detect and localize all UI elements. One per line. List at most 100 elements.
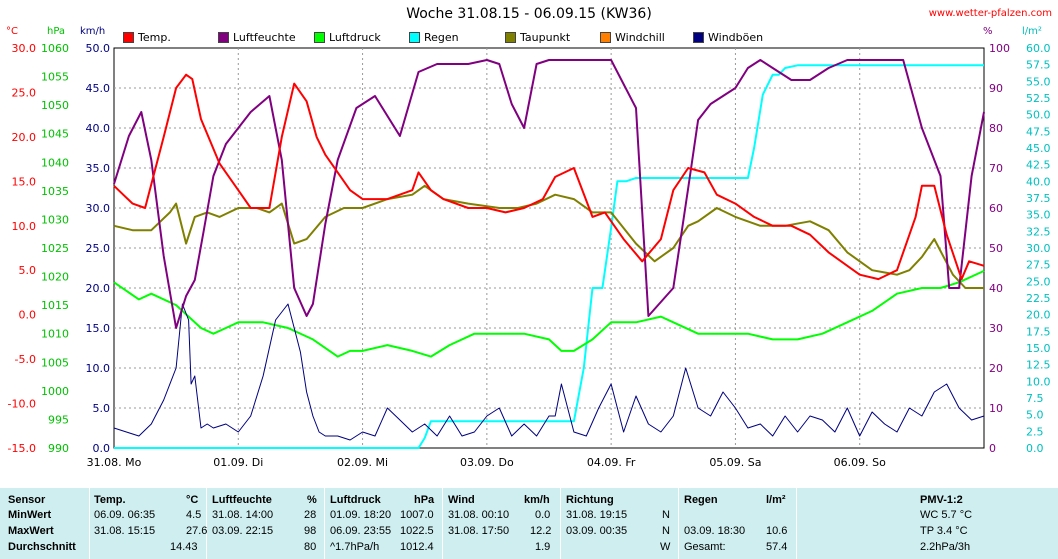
stats-header-pressure: Luftdruck bbox=[330, 494, 381, 506]
legend-swatch bbox=[409, 32, 420, 43]
legend-item: Taupunkt bbox=[505, 31, 570, 44]
humidity-tick-label: 60 bbox=[989, 202, 1003, 215]
pressure-tick-label: 1000 bbox=[41, 385, 69, 398]
stats-cell: 4.5 bbox=[186, 509, 202, 521]
legend-label: Luftfeuchte bbox=[233, 31, 296, 44]
stats-cell: 98 bbox=[304, 525, 317, 537]
legend-label: Temp. bbox=[138, 31, 171, 44]
stats-cell: 31.08. 17:50 bbox=[448, 525, 510, 537]
stats-header-humidity-unit: % bbox=[307, 494, 317, 506]
stats-cell: 01.09. 18:20 bbox=[330, 509, 392, 521]
temp-tick-label: 15.0 bbox=[12, 175, 37, 188]
pressure-tick-label: 1045 bbox=[41, 128, 69, 141]
rain-tick-label: 55.0 bbox=[1026, 75, 1051, 88]
rain-tick-label: 27.5 bbox=[1026, 259, 1051, 272]
temp-tick-label: 0.0 bbox=[19, 309, 37, 322]
rain-unit: l/m² bbox=[1022, 26, 1042, 37]
stats-header-sensor: Sensor bbox=[8, 494, 46, 506]
pressure-tick-label: 1050 bbox=[41, 99, 69, 112]
x-tick-label: 06.09. So bbox=[834, 456, 886, 469]
stats-cell: 1012.4 bbox=[400, 541, 434, 553]
stats-row-label: MinWert bbox=[8, 509, 52, 521]
stats-cell: 06.09. 23:55 bbox=[330, 525, 392, 537]
stats-header-rain-unit: l/m² bbox=[766, 494, 786, 506]
pressure-tick-label: 1005 bbox=[41, 356, 69, 369]
stats-table: Sensor Temp. °C Luftfeuchte % Luftdruck … bbox=[0, 488, 1058, 559]
stats-row-label: MaxWert bbox=[8, 525, 54, 537]
temp-tick-label: -15.0 bbox=[8, 442, 36, 455]
stats-cell: 57.4 bbox=[766, 541, 788, 553]
stats-cell: ^1.7hPa/h bbox=[330, 541, 380, 553]
temp-tick-label: 30.0 bbox=[12, 42, 37, 55]
humidity-tick-label: 80 bbox=[989, 122, 1003, 135]
legend-item: Windchill bbox=[600, 31, 665, 44]
stats-cell: 03.09. 00:35 bbox=[566, 525, 628, 537]
stats-header-direction: Richtung bbox=[566, 494, 614, 506]
humidity-tick-label: 50 bbox=[989, 242, 1003, 255]
rain-tick-label: 22.5 bbox=[1026, 292, 1051, 305]
humidity-tick-label: 30 bbox=[989, 322, 1003, 335]
stats-cell: 10.6 bbox=[766, 525, 788, 537]
rain-tick-label: 0.0 bbox=[1026, 442, 1044, 455]
stats-cell: 12.2 bbox=[530, 525, 552, 537]
wind-tick-label: 20.0 bbox=[86, 282, 111, 295]
wind-tick-label: 5.0 bbox=[93, 402, 111, 415]
series-line-windben bbox=[113, 303, 985, 441]
rain-tick-label: 60.0 bbox=[1026, 42, 1051, 55]
stats-cell: 14.43 bbox=[170, 541, 198, 553]
wind-tick-label: 0.0 bbox=[93, 442, 111, 455]
stats-cell: 80 bbox=[304, 541, 317, 553]
rain-tick-label: 47.5 bbox=[1026, 125, 1051, 138]
legend-label: Regen bbox=[424, 31, 459, 44]
legend-label: Luftdruck bbox=[329, 31, 381, 44]
stats-cell: 28 bbox=[304, 509, 317, 521]
legend-swatch bbox=[505, 32, 516, 43]
x-tick-label: 04.09. Fr bbox=[587, 456, 636, 469]
stats-header-pressure-unit: hPa bbox=[414, 494, 435, 506]
wind-tick-label: 40.0 bbox=[86, 122, 111, 135]
pressure-tick-label: 1025 bbox=[41, 242, 69, 255]
series-line-regen bbox=[114, 64, 984, 449]
series-line-luftdruck bbox=[113, 269, 985, 358]
rain-tick-label: 7.5 bbox=[1026, 392, 1044, 405]
rain-tick-label: 15.0 bbox=[1026, 342, 1051, 355]
series-line-luftfeuchte bbox=[113, 59, 985, 329]
wind-tick-label: 30.0 bbox=[86, 202, 111, 215]
stats-header-rain: Regen bbox=[684, 494, 718, 506]
stats-cell: 0.0 bbox=[535, 509, 551, 521]
x-tick-label: 05.09. Sa bbox=[709, 456, 761, 469]
rain-tick-label: 10.0 bbox=[1026, 375, 1051, 388]
rain-tick-label: 30.0 bbox=[1026, 242, 1051, 255]
humidity-tick-label: 100 bbox=[989, 42, 1010, 55]
legend-item: Windböen bbox=[693, 31, 763, 44]
stats-cell: 1.9 bbox=[535, 541, 551, 553]
rain-tick-label: 50.0 bbox=[1026, 109, 1051, 122]
rain-tick-label: 35.0 bbox=[1026, 209, 1051, 222]
stats-header-wind-unit: km/h bbox=[524, 494, 550, 506]
stats-cell: Gesamt: bbox=[684, 541, 726, 553]
stats-cell: N bbox=[662, 525, 670, 537]
legend-swatch bbox=[600, 32, 611, 43]
temp-tick-label: 25.0 bbox=[12, 86, 37, 99]
temp-tick-label: -10.0 bbox=[8, 398, 36, 411]
pressure-tick-label: 1035 bbox=[41, 185, 69, 198]
stats-cell: 06.09. 06:35 bbox=[94, 509, 156, 521]
pressure-tick-label: 995 bbox=[48, 413, 69, 426]
humidity-tick-label: 70 bbox=[989, 162, 1003, 175]
legend-item: Regen bbox=[409, 31, 459, 44]
rain-tick-label: 5.0 bbox=[1026, 409, 1044, 422]
humidity-tick-label: 40 bbox=[989, 282, 1003, 295]
legend-swatch bbox=[693, 32, 704, 43]
rain-tick-label: 12.5 bbox=[1026, 359, 1051, 372]
stats-cell: 27.6 bbox=[186, 525, 208, 537]
rain-tick-label: 42.5 bbox=[1026, 159, 1051, 172]
rain-tick-label: 45.0 bbox=[1026, 142, 1051, 155]
stats-cell: 31.08. 14:00 bbox=[212, 509, 274, 521]
site-link[interactable]: www.wetter-pfalzen.com bbox=[928, 8, 1052, 19]
legend-item: Temp. bbox=[123, 31, 171, 44]
stats-cell: 2.2hPa/3h bbox=[920, 541, 971, 553]
stats-cell: 1022.5 bbox=[400, 525, 434, 537]
stats-header-temp: Temp. bbox=[94, 494, 126, 506]
pressure-tick-label: 1020 bbox=[41, 271, 69, 284]
legend-item: Luftdruck bbox=[314, 31, 381, 44]
